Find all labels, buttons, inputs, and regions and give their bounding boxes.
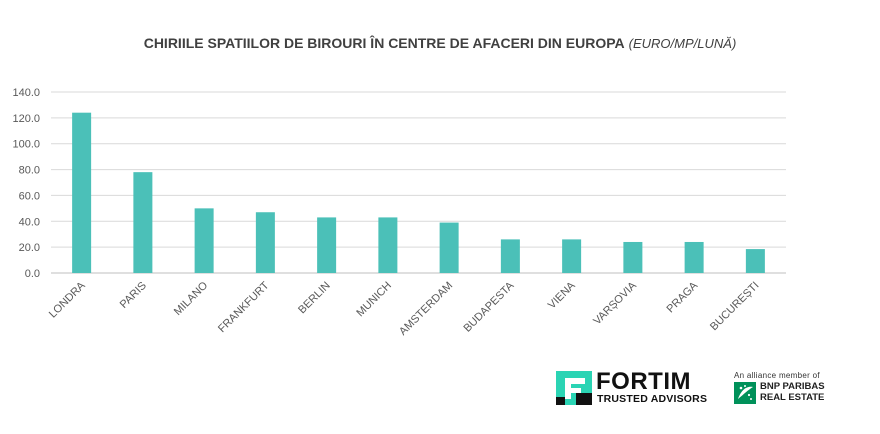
chart-title: CHIRIILE SPATIILOR DE BIROURI ÎN CENTRE … (0, 35, 880, 51)
bar (72, 112, 92, 273)
x-tick-label: BUDAPESTA (461, 279, 516, 334)
x-tick-label: MILANO (172, 279, 211, 318)
x-tick-label: BUCUREȘTI (708, 280, 761, 333)
x-tick-label: LONDRA (47, 279, 88, 320)
bar (562, 239, 582, 273)
y-tick-label: 20.0 (19, 242, 40, 254)
chart-title-main: CHIRIILE SPATIILOR DE BIROURI ÎN CENTRE … (143, 35, 625, 51)
x-tick-label: VARȘOVIA (591, 279, 639, 327)
x-tick-label: AMSTERDAM (397, 280, 455, 338)
alliance-text: An alliance member of (734, 371, 820, 380)
y-tick-label: 0.0 (25, 268, 40, 280)
fortim-logo-icon (556, 371, 592, 405)
y-tick-label: 140.0 (12, 87, 40, 99)
y-tick-label: 40.0 (19, 216, 40, 228)
bar (133, 172, 153, 273)
bnp-name-line1: BNP PARIBAS (760, 381, 825, 392)
x-tick-label: VIENA (546, 279, 578, 311)
bar (317, 217, 337, 273)
y-tick-label: 120.0 (12, 113, 40, 125)
y-tick-label: 80.0 (19, 165, 40, 177)
bnp-name-line2: REAL ESTATE (760, 391, 825, 403)
bar (439, 222, 459, 273)
bar (684, 241, 704, 273)
bnp-stars-icon (734, 382, 756, 404)
fortim-logo-tagline: TRUSTED ADVISORS (597, 393, 708, 405)
bnp-name: BNP PARIBAS REAL ESTATE (760, 381, 825, 403)
x-tick-label: MUNICH (354, 280, 394, 320)
y-axis: 0.0 20.0 40.0 60.0 80.0 100.0 120.0 140.0 (12, 87, 40, 280)
bnp-paribas-logo: An alliance member of BNP PARIBAS REAL E… (734, 369, 864, 409)
x-tick-label: PARIS (118, 280, 149, 311)
bar (378, 217, 398, 273)
bar (500, 239, 520, 273)
bar (623, 241, 643, 273)
bar (255, 212, 275, 273)
fortim-logo-name: FORTIM (596, 368, 691, 395)
x-tick-label: BERLIN (296, 280, 333, 317)
x-tick-label: FRANKFURT (216, 279, 272, 335)
bar (194, 208, 214, 273)
y-tick-label: 100.0 (12, 139, 40, 151)
y-tick-label: 60.0 (19, 190, 40, 202)
x-tick-label: PRAGA (665, 279, 701, 315)
gridlines (51, 91, 786, 274)
chart-title-unit: (EURO/MP/LUNĂ) (628, 36, 737, 51)
bars (72, 112, 765, 273)
logo-area: FORTIM TRUSTED ADVISORS An alliance memb… (556, 369, 856, 409)
bar (745, 249, 765, 273)
x-axis: LONDRA PARIS MILANO FRANKFURT BERLIN MUNICH AM… (47, 279, 762, 338)
